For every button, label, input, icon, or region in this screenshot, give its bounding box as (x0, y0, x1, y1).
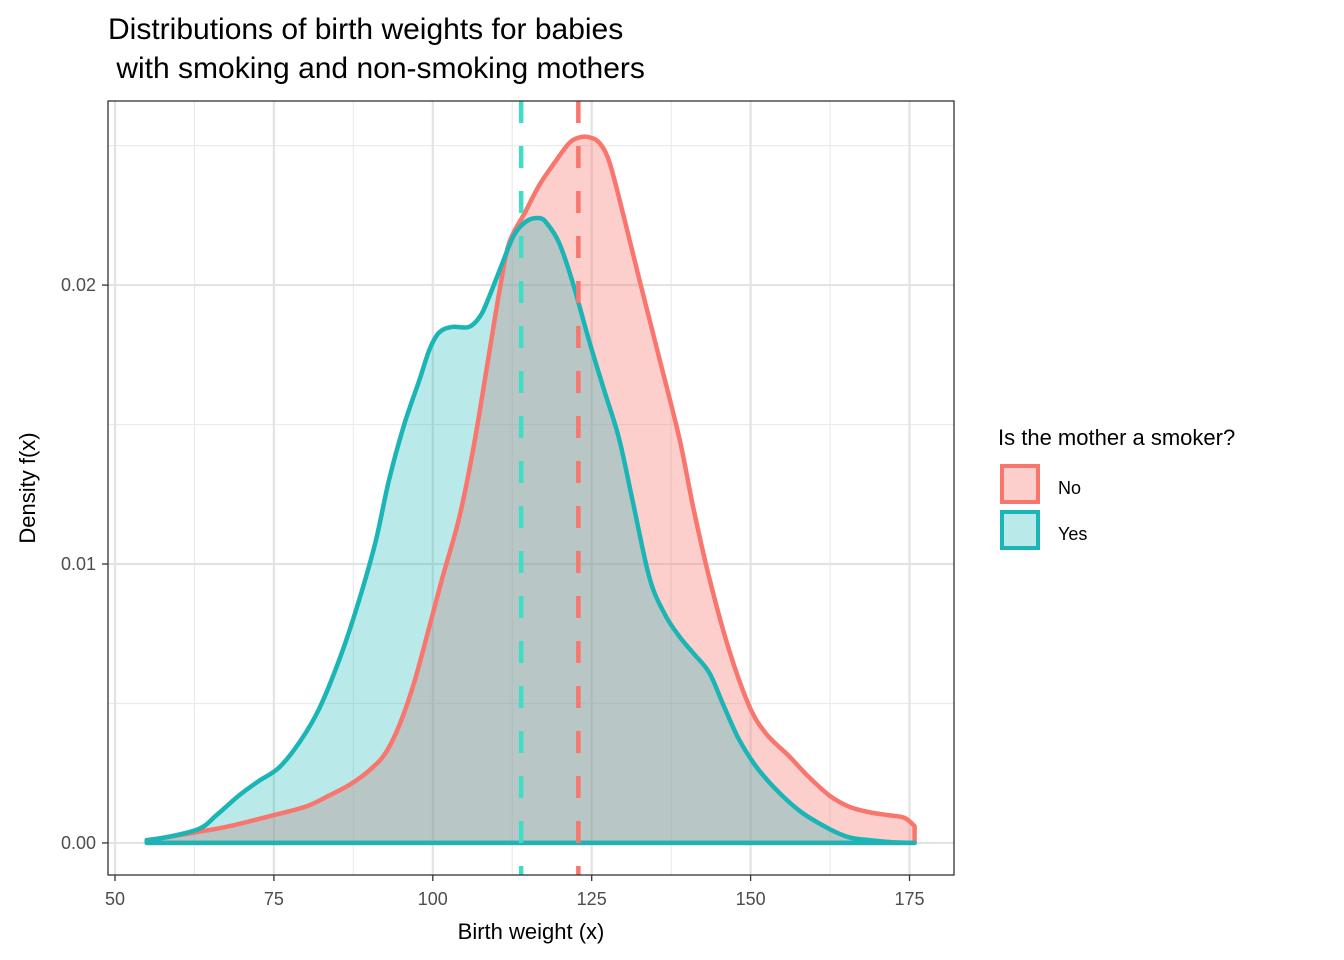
x-tick-label: 150 (736, 889, 766, 909)
y-axis-title: Density f(x) (15, 432, 40, 543)
title-line-1: Distributions of birth weights for babie… (108, 13, 623, 46)
x-axis: 50 75 100 125 150 175 (105, 875, 925, 909)
grid-minor (108, 101, 954, 875)
x-tick-label: 100 (418, 889, 448, 909)
y-tick-label: 0.01 (61, 554, 96, 574)
legend-key-yes (1000, 510, 1040, 550)
legend-item-yes: Yes (1000, 510, 1087, 550)
legend-key-no (1000, 464, 1040, 504)
x-tick-label: 125 (577, 889, 607, 909)
x-tick-label: 175 (894, 889, 924, 909)
title-line-2: with smoking and non-smoking mothers (108, 52, 645, 85)
legend-title: Is the mother a smoker? (998, 425, 1235, 450)
chart-title: Distributions of birth weights for babie… (108, 13, 645, 85)
x-axis-title: Birth weight (x) (458, 919, 605, 944)
mean-lines (518, 101, 581, 875)
density-area-yes (146, 217, 915, 843)
plot-panel-border (107, 100, 955, 876)
y-tick-label: 0.00 (61, 833, 96, 853)
legend-label-yes: Yes (1058, 524, 1087, 544)
density-lines (144, 134, 917, 846)
legend-label-no: No (1058, 478, 1081, 498)
x-tick-label: 50 (105, 889, 125, 909)
plot-panel (108, 101, 954, 875)
density-area-no (146, 136, 915, 843)
y-tick-label: 0.02 (61, 275, 96, 295)
density-line-yes (144, 215, 917, 846)
legend: Is the mother a smoker? No Yes (998, 425, 1235, 550)
x-tick-label: 75 (264, 889, 284, 909)
density-areas (146, 136, 915, 843)
y-axis: 0.00 0.01 0.02 (61, 275, 108, 853)
legend-item-no: No (1000, 464, 1081, 504)
density-line-no (144, 134, 917, 846)
